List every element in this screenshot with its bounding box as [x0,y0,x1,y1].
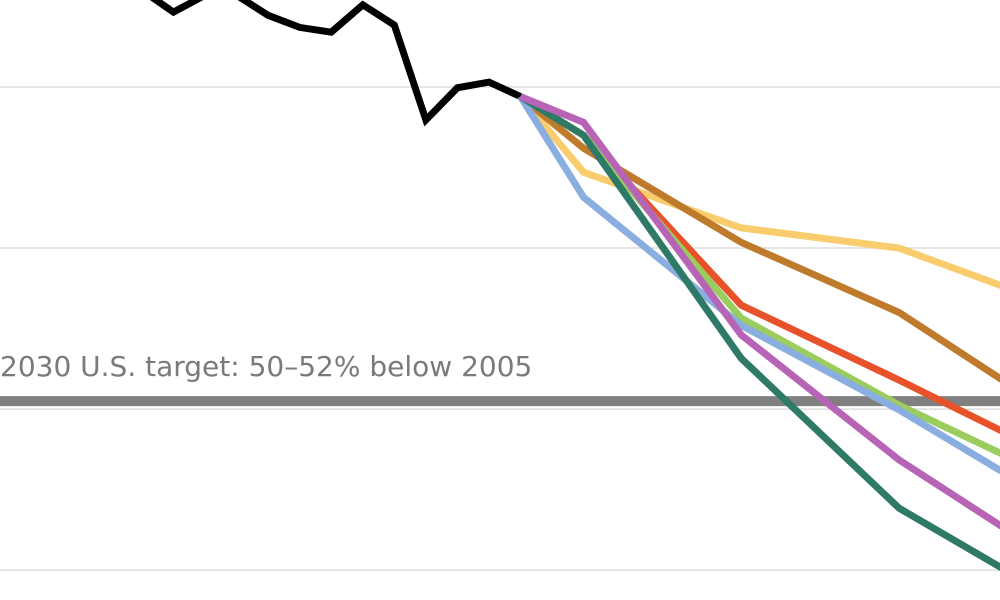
series-line [517,94,1000,289]
series-line [149,0,522,127]
target-group: 2030 U.S. target: 50–52% below 2005 [0,350,1000,407]
lines [149,0,1000,571]
series-line [518,93,1000,383]
annotation: 2030 U.S. target: 50–52% below 2005 [0,350,532,383]
series-line [519,93,1000,530]
series-line [517,94,1000,475]
series-line [518,93,1000,571]
grid [0,86,1000,571]
